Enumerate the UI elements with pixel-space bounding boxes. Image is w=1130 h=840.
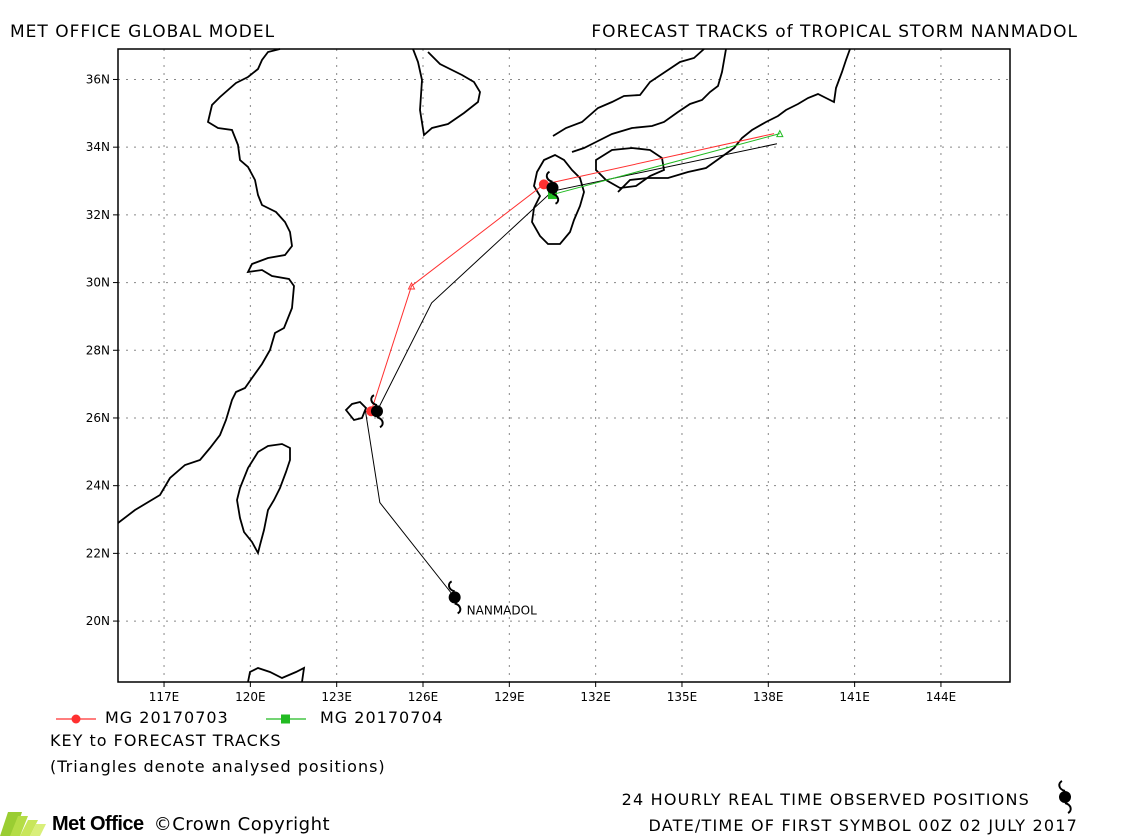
tick-label-lon: 135E bbox=[667, 690, 698, 704]
legend-entry-1: MG 20170703 bbox=[105, 708, 229, 727]
storm-name-label: NANMADOL bbox=[467, 603, 537, 617]
legend-square-marker bbox=[281, 714, 290, 724]
analysed-triangle bbox=[775, 129, 784, 138]
storm-symbol-arm bbox=[448, 580, 456, 593]
storm-symbol-arm bbox=[545, 170, 553, 183]
storm-symbol-2 bbox=[545, 170, 560, 205]
legend-entry-2: MG 20170704 bbox=[320, 708, 444, 727]
coastline-2 bbox=[412, 48, 481, 137]
coastline-4 bbox=[595, 147, 666, 189]
header-right-title: FORECAST TRACKS of TROPICAL STORM NANMAD… bbox=[591, 22, 1078, 42]
tick-label-lat: 36N bbox=[86, 72, 110, 86]
coastline-3 bbox=[531, 153, 585, 245]
forecast-map: 117E 120E 123E 126E 129E 132E 135E 138E 141E 144E… bbox=[86, 48, 1011, 704]
met-office-logo-icon bbox=[0, 812, 46, 836]
storm-symbol-1 bbox=[370, 394, 384, 429]
forecast-point-circle bbox=[538, 179, 549, 190]
tick-label-lon: 123E bbox=[321, 690, 352, 704]
tick-label-lat: 22N bbox=[86, 546, 110, 560]
forecast-track-line-0 bbox=[370, 133, 775, 412]
tracks bbox=[364, 129, 784, 598]
tick-label-lat: 20N bbox=[86, 614, 110, 628]
storm-symbol-icon bbox=[1058, 780, 1072, 814]
key-title: KEY to FORECAST TRACKS bbox=[50, 731, 282, 750]
tick-label-lon: 129E bbox=[494, 690, 525, 704]
map-frame bbox=[117, 48, 1011, 683]
header-left-title: MET OFFICE GLOBAL MODEL bbox=[10, 22, 276, 42]
storm-symbols bbox=[370, 170, 560, 615]
storm-symbol-core bbox=[370, 405, 383, 418]
coastlines bbox=[117, 48, 851, 683]
storm-symbol-arm bbox=[552, 192, 560, 205]
forecast-track-line-1 bbox=[552, 133, 780, 196]
storm-symbol-arm bbox=[376, 416, 384, 429]
tick-label-lon: 141E bbox=[839, 690, 870, 704]
coastline-0 bbox=[117, 48, 295, 524]
copyright-text: ©Crown Copyright bbox=[153, 813, 331, 835]
tick-label-lon: 138E bbox=[753, 690, 784, 704]
storm-symbol-arm bbox=[454, 602, 462, 615]
tick-label-lat: 24N bbox=[86, 479, 110, 493]
tick-label-lat: 34N bbox=[86, 140, 110, 154]
tick-label-lon: 120E bbox=[235, 690, 266, 704]
tick-label-lon: 144E bbox=[926, 690, 957, 704]
storm-symbol-arm bbox=[370, 394, 378, 407]
tick-label-lon: 126E bbox=[408, 690, 439, 704]
met-office-logo-text: Met Office bbox=[52, 812, 144, 835]
key-note: (Triangles denote analysed positions) bbox=[50, 757, 386, 776]
coastline-5 bbox=[552, 48, 851, 193]
tick-label-lat: 30N bbox=[86, 276, 110, 290]
grid-lines bbox=[118, 49, 1010, 682]
tick-label-lat: 28N bbox=[86, 343, 110, 357]
coastline-7 bbox=[247, 666, 306, 683]
tick-label-lat: 32N bbox=[86, 208, 110, 222]
tick-label-lon: 132E bbox=[580, 690, 611, 704]
storm-symbol-core bbox=[546, 181, 559, 194]
legend-circle-marker bbox=[71, 714, 81, 724]
tick-label-lat: 26N bbox=[86, 411, 110, 425]
analysed-triangle bbox=[407, 281, 416, 290]
tick-label-lon: 117E bbox=[149, 690, 180, 704]
first-symbol-date: DATE/TIME OF FIRST SYMBOL 00Z 02 JULY 20… bbox=[648, 816, 1078, 835]
coastline-1 bbox=[236, 443, 291, 556]
coastline-6 bbox=[344, 401, 368, 422]
legend-markers bbox=[56, 714, 306, 724]
storm-symbol-core bbox=[448, 591, 461, 604]
met-office-logo: Met Office ©Crown Copyright bbox=[0, 808, 330, 840]
axis-ticks: 117E 120E 123E 126E 129E 132E 135E 138E 141E 144E… bbox=[86, 72, 956, 704]
observed-track-line bbox=[364, 143, 778, 598]
observed-note: 24 HOURLY REAL TIME OBSERVED POSITIONS bbox=[621, 790, 1030, 809]
storm-symbol-0 bbox=[448, 580, 462, 615]
